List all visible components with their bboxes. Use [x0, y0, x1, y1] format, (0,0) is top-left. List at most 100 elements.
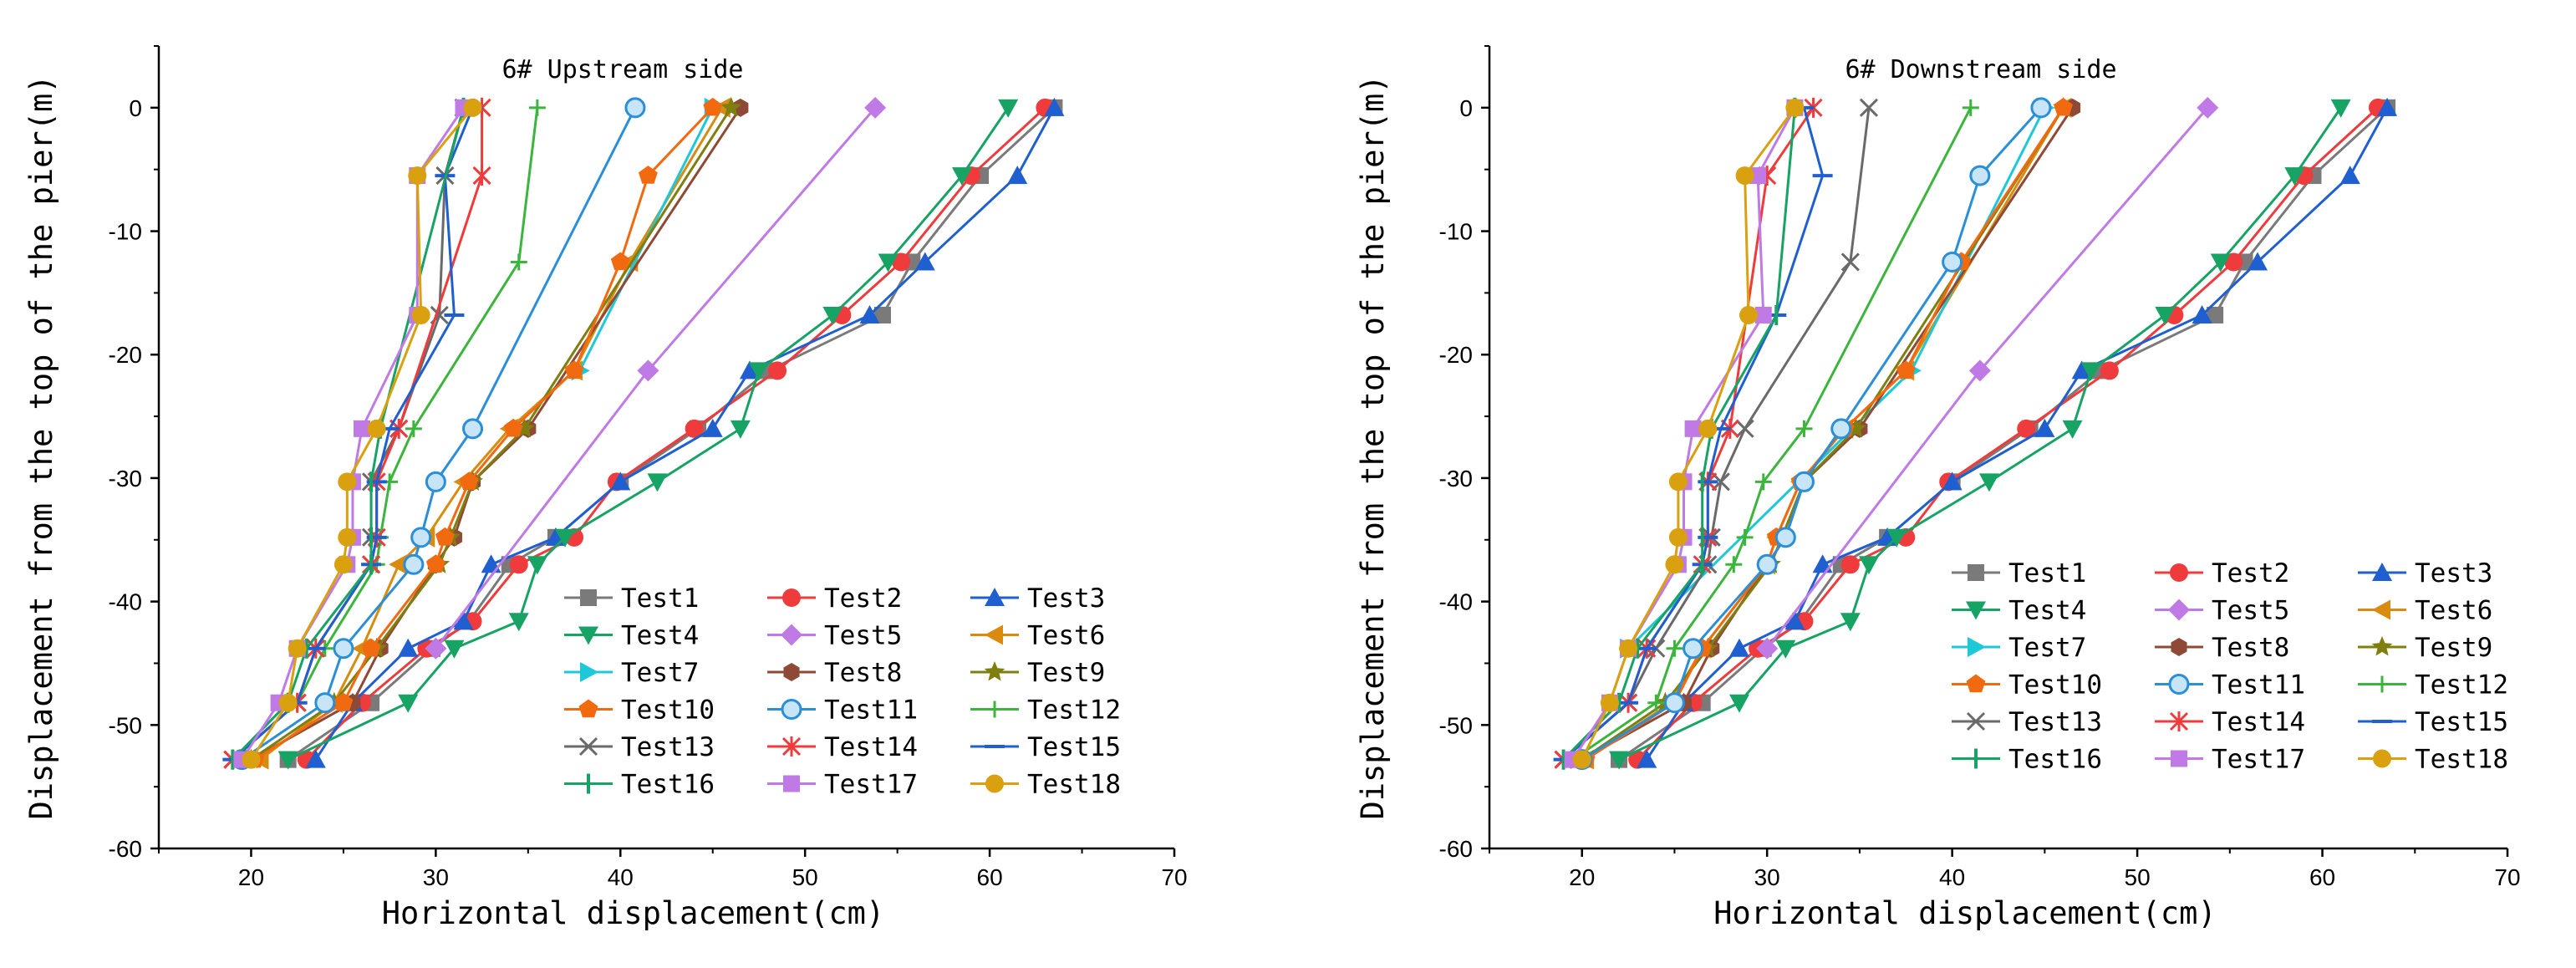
legend-item: Test14 — [2155, 707, 2305, 737]
legend-marker — [985, 774, 1004, 793]
data-point — [1840, 613, 1861, 632]
data-point — [1840, 555, 1860, 574]
series-test3 — [1637, 97, 2398, 768]
legend-label: Test13 — [621, 732, 715, 762]
series-line — [1585, 107, 2064, 761]
data-point — [1728, 694, 1749, 713]
legend-marker — [781, 699, 802, 720]
series-line — [232, 107, 539, 761]
y-tick-label: 0 — [129, 95, 142, 121]
data-point — [242, 750, 261, 769]
data-point — [730, 420, 751, 439]
data-point — [338, 527, 357, 547]
data-point — [1793, 471, 1815, 492]
data-point — [555, 528, 575, 548]
x-tick-label: 40 — [608, 864, 634, 890]
legend-item: Test1 — [564, 583, 699, 614]
legend-item: Test18 — [2358, 745, 2508, 775]
data-point — [822, 306, 843, 325]
series-line — [232, 107, 465, 761]
legend-label: Test2 — [2212, 558, 2289, 588]
data-point — [1572, 750, 1591, 769]
data-point — [1785, 98, 1805, 117]
series-test6 — [1576, 97, 2072, 770]
legend-item: Test11 — [2155, 670, 2305, 701]
data-point — [425, 471, 446, 492]
data-point — [859, 304, 880, 324]
legend-marker — [782, 588, 801, 607]
data-point — [435, 527, 455, 546]
legend-marker — [2169, 711, 2189, 731]
legend-marker — [985, 624, 1003, 645]
legend-label: Test5 — [2212, 596, 2289, 626]
legend-item: Test12 — [970, 695, 1121, 726]
legend-item: Test5 — [767, 621, 902, 651]
data-point — [1637, 749, 1657, 768]
legend-item: Test5 — [2155, 596, 2289, 626]
data-point — [408, 166, 427, 186]
legend-label: Test17 — [2212, 745, 2305, 775]
data-point — [1812, 554, 1833, 573]
data-point — [873, 306, 891, 324]
y-tick-label: -60 — [1439, 836, 1473, 862]
data-point — [748, 362, 769, 381]
legend-marker — [2168, 599, 2190, 621]
data-point — [951, 167, 972, 186]
data-point — [1756, 553, 1778, 575]
legend-item: Test1 — [1952, 558, 2086, 588]
legend-marker — [578, 626, 598, 645]
legend-label: Test8 — [824, 658, 902, 688]
data-point — [647, 473, 668, 492]
series-test7 — [1620, 97, 2055, 659]
data-point — [1735, 166, 1754, 186]
data-point — [2054, 97, 2073, 116]
y-axis-label: Displacement from the top of the pier(m) — [1355, 74, 1391, 819]
data-point — [1795, 420, 1813, 437]
x-tick-label: 50 — [792, 864, 818, 890]
legend-marker — [1968, 637, 1986, 657]
series-test18 — [1572, 98, 1805, 769]
data-point — [288, 639, 307, 658]
data-point — [367, 419, 386, 438]
legend-item: Test7 — [1952, 633, 2086, 663]
y-tick-label: -20 — [109, 342, 142, 368]
data-point — [2248, 252, 2268, 271]
legend-item: Test9 — [970, 658, 1105, 688]
legend-marker — [2371, 636, 2393, 656]
data-point — [2339, 166, 2360, 185]
y-tick-label: -50 — [1439, 712, 1473, 738]
series-test11 — [1571, 97, 2052, 771]
series-test4 — [1609, 99, 2351, 770]
legend-label: Test5 — [824, 621, 902, 651]
legend-label: Test18 — [2415, 745, 2508, 775]
legend-label: Test11 — [824, 695, 918, 726]
data-point — [410, 527, 432, 548]
data-point — [1942, 251, 1963, 273]
data-point — [610, 252, 630, 271]
data-point — [2197, 96, 2219, 119]
legend-label: Test7 — [2008, 633, 2086, 663]
series-line — [1571, 107, 1973, 761]
series-line — [1585, 107, 2064, 761]
legend-label: Test4 — [621, 621, 699, 651]
legend-label: Test15 — [2415, 707, 2508, 737]
legend-item: Test2 — [767, 583, 902, 614]
legend-item: Test15 — [2358, 707, 2508, 737]
legend-marker — [1966, 674, 1986, 693]
x-axis-label: Horizontal displacement(cm) — [1713, 895, 2216, 931]
y-tick-label: -30 — [109, 466, 142, 492]
y-tick-label: -10 — [109, 219, 142, 245]
data-point — [472, 166, 491, 186]
data-point — [389, 554, 408, 575]
data-point — [2034, 418, 2055, 437]
chart-title: 6# Upstream side — [502, 55, 744, 84]
y-tick-label: -50 — [109, 712, 142, 738]
series-test4 — [277, 99, 1019, 770]
series-line — [232, 107, 465, 761]
data-point — [1665, 555, 1684, 574]
data-point — [1754, 473, 1772, 491]
data-point — [1698, 419, 1718, 438]
legend-label: Test16 — [2008, 745, 2102, 775]
data-point — [503, 418, 523, 437]
